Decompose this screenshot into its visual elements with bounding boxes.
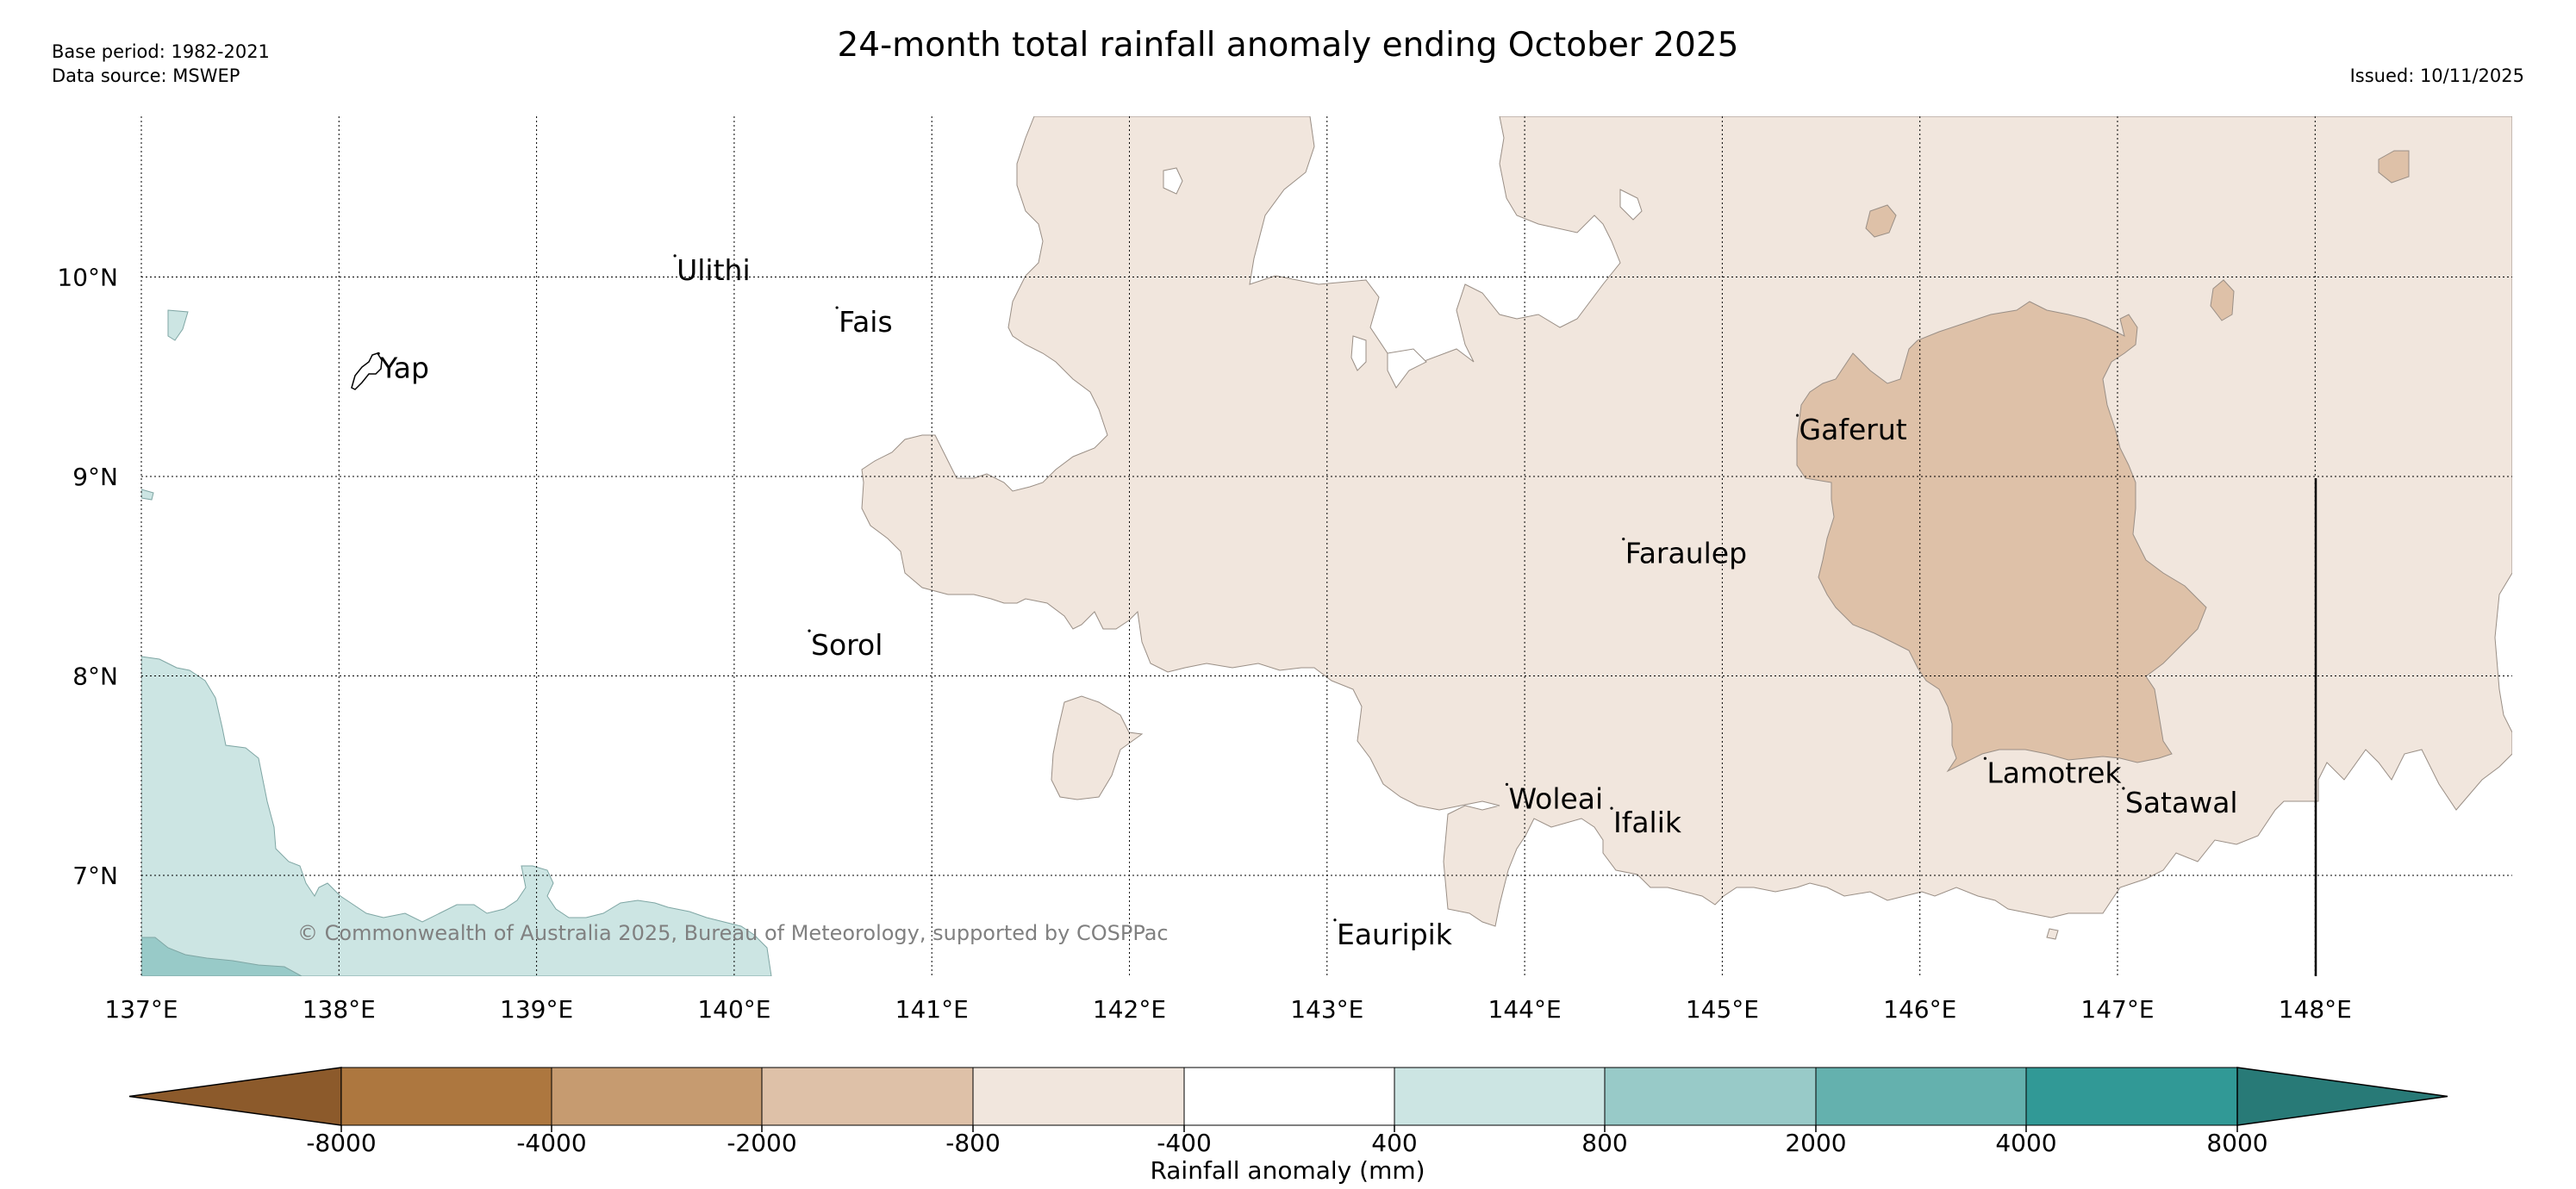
colorbar-tick-label: 2000: [1785, 1129, 1846, 1157]
colorbar-segment: [1815, 1067, 2027, 1126]
issued-date-text: Issued: 10/11/2025: [2349, 65, 2524, 86]
longitude-tick-label: 138°E: [303, 995, 376, 1024]
anomaly-area-mid-teal: [141, 937, 303, 976]
anomaly-area-mid-brown: [1796, 301, 2207, 773]
colorbar-segment: [1394, 1067, 1606, 1126]
anomaly-hole: [1619, 189, 1643, 221]
colorbar-tick-label: 400: [1371, 1129, 1417, 1157]
place-label: Yap: [379, 351, 429, 384]
place-marker: [1610, 806, 1613, 810]
anomaly-area-mid-brown: [2378, 150, 2410, 184]
colorbar-tick-label: 8000: [2206, 1129, 2267, 1157]
place-label: Eauripik: [1337, 918, 1453, 951]
longitude-tick-label: 140°E: [697, 995, 770, 1024]
anomaly-area-light-teal: [141, 656, 772, 976]
anomaly-hole: [1387, 348, 1427, 389]
place-marker: [2122, 787, 2125, 790]
place-marker: [377, 352, 380, 355]
data-source-text: Data source: MSWEP: [52, 65, 240, 86]
place-label: Gaferut: [1799, 413, 1907, 446]
longitude-tick-label: 147°E: [2080, 995, 2154, 1024]
colorbar-segment: [1183, 1067, 1395, 1126]
latitude-tick-label: 7°N: [72, 862, 118, 890]
anomaly-hole: [1163, 167, 1183, 195]
longitude-tick-label: 148°E: [2279, 995, 2352, 1024]
longitude-tick-label: 144°E: [1488, 995, 1562, 1024]
colorbar-segment: [340, 1067, 552, 1126]
place-label: Fais: [839, 305, 893, 339]
anomaly-area-light-teal: [167, 309, 189, 341]
place-marker: [1983, 756, 1987, 760]
longitude-tick-labels: 137°E 138°E 139°E 140°E 141°E 142°E 143°E 144°E…: [104, 995, 2351, 1024]
anomaly-area-light-teal: [141, 489, 154, 501]
longitude-tick-label: 139°E: [500, 995, 573, 1024]
colorbar-tick-label: -8000: [306, 1129, 376, 1157]
anomaly-area-light-brown: [2046, 928, 2059, 940]
place-label: Woleai: [1508, 781, 1603, 815]
colorbar-tick-label: 800: [1581, 1129, 1627, 1157]
place-marker: [673, 254, 677, 258]
gridlines: [140, 116, 2512, 976]
place-marker: [1622, 538, 1625, 541]
copyright-text: © Commonwealth of Australia 2025, Bureau…: [297, 921, 1169, 945]
map-title: 24-month total rainfall anomaly ending O…: [837, 26, 1739, 65]
place-marker: [1505, 782, 1509, 786]
longitude-tick-label: 137°E: [104, 995, 178, 1024]
anomaly-hole: [1350, 335, 1367, 371]
longitude-tick-label: 146°E: [1883, 995, 1956, 1024]
colorbar-extend-max: [2236, 1067, 2448, 1126]
colorbar-tick-label: 4000: [1995, 1129, 2056, 1157]
place-marker: [835, 306, 839, 309]
anomaly-area-mid-brown: [2210, 279, 2235, 321]
longitude-tick-label: 145°E: [1686, 995, 1759, 1024]
colorbar-segment: [551, 1067, 763, 1126]
rainfall-anomaly-map: Yap Ulithi Fais Gaferut Faraulep Sorol Woleai I…: [57, 116, 2512, 1024]
place-label: Ulithi: [677, 253, 751, 287]
colorbar-tick-label: -400: [1157, 1129, 1212, 1157]
colorbar-label: Rainfall anomaly (mm): [1150, 1156, 1425, 1185]
colorbar-segment: [2025, 1067, 2238, 1126]
place-marker: [1333, 918, 1337, 922]
anomaly-area-light-brown: [1051, 695, 1144, 800]
place-labels: Yap Ulithi Fais Gaferut Faraulep Sorol Woleai I…: [377, 253, 2238, 951]
colorbar-tick-label: -2000: [727, 1129, 796, 1157]
latitude-tick-labels: 10°N 9°N 8°N 7°N: [57, 264, 118, 891]
place-label: Sorol: [811, 628, 883, 662]
place-marker: [1795, 414, 1799, 417]
colorbar-tick-label: -4000: [516, 1129, 586, 1157]
yap-island-outline: [351, 352, 383, 390]
latitude-tick-label: 9°N: [72, 463, 118, 491]
colorbar-segment: [1604, 1067, 1817, 1126]
base-period-text: Base period: 1982-2021: [52, 41, 270, 62]
latitude-tick-label: 10°N: [57, 264, 118, 292]
colorbar-segment: [761, 1067, 974, 1126]
colorbar-tick-label: -800: [945, 1129, 1001, 1157]
place-label: Faraulep: [1625, 537, 1747, 570]
longitude-tick-label: 142°E: [1093, 995, 1166, 1024]
place-label: Ifalik: [1613, 806, 1682, 839]
anomaly-area-mid-brown: [1865, 204, 1897, 238]
longitude-tick-label: 143°E: [1290, 995, 1363, 1024]
colorbar-extend-min: [128, 1067, 342, 1126]
colorbar-segment: [972, 1067, 1185, 1126]
place-marker: [808, 629, 811, 632]
place-label: Lamotrek: [1987, 756, 2122, 789]
latitude-tick-label: 8°N: [72, 663, 118, 691]
longitude-tick-label: 141°E: [895, 995, 969, 1024]
place-label: Satawal: [2125, 786, 2238, 819]
